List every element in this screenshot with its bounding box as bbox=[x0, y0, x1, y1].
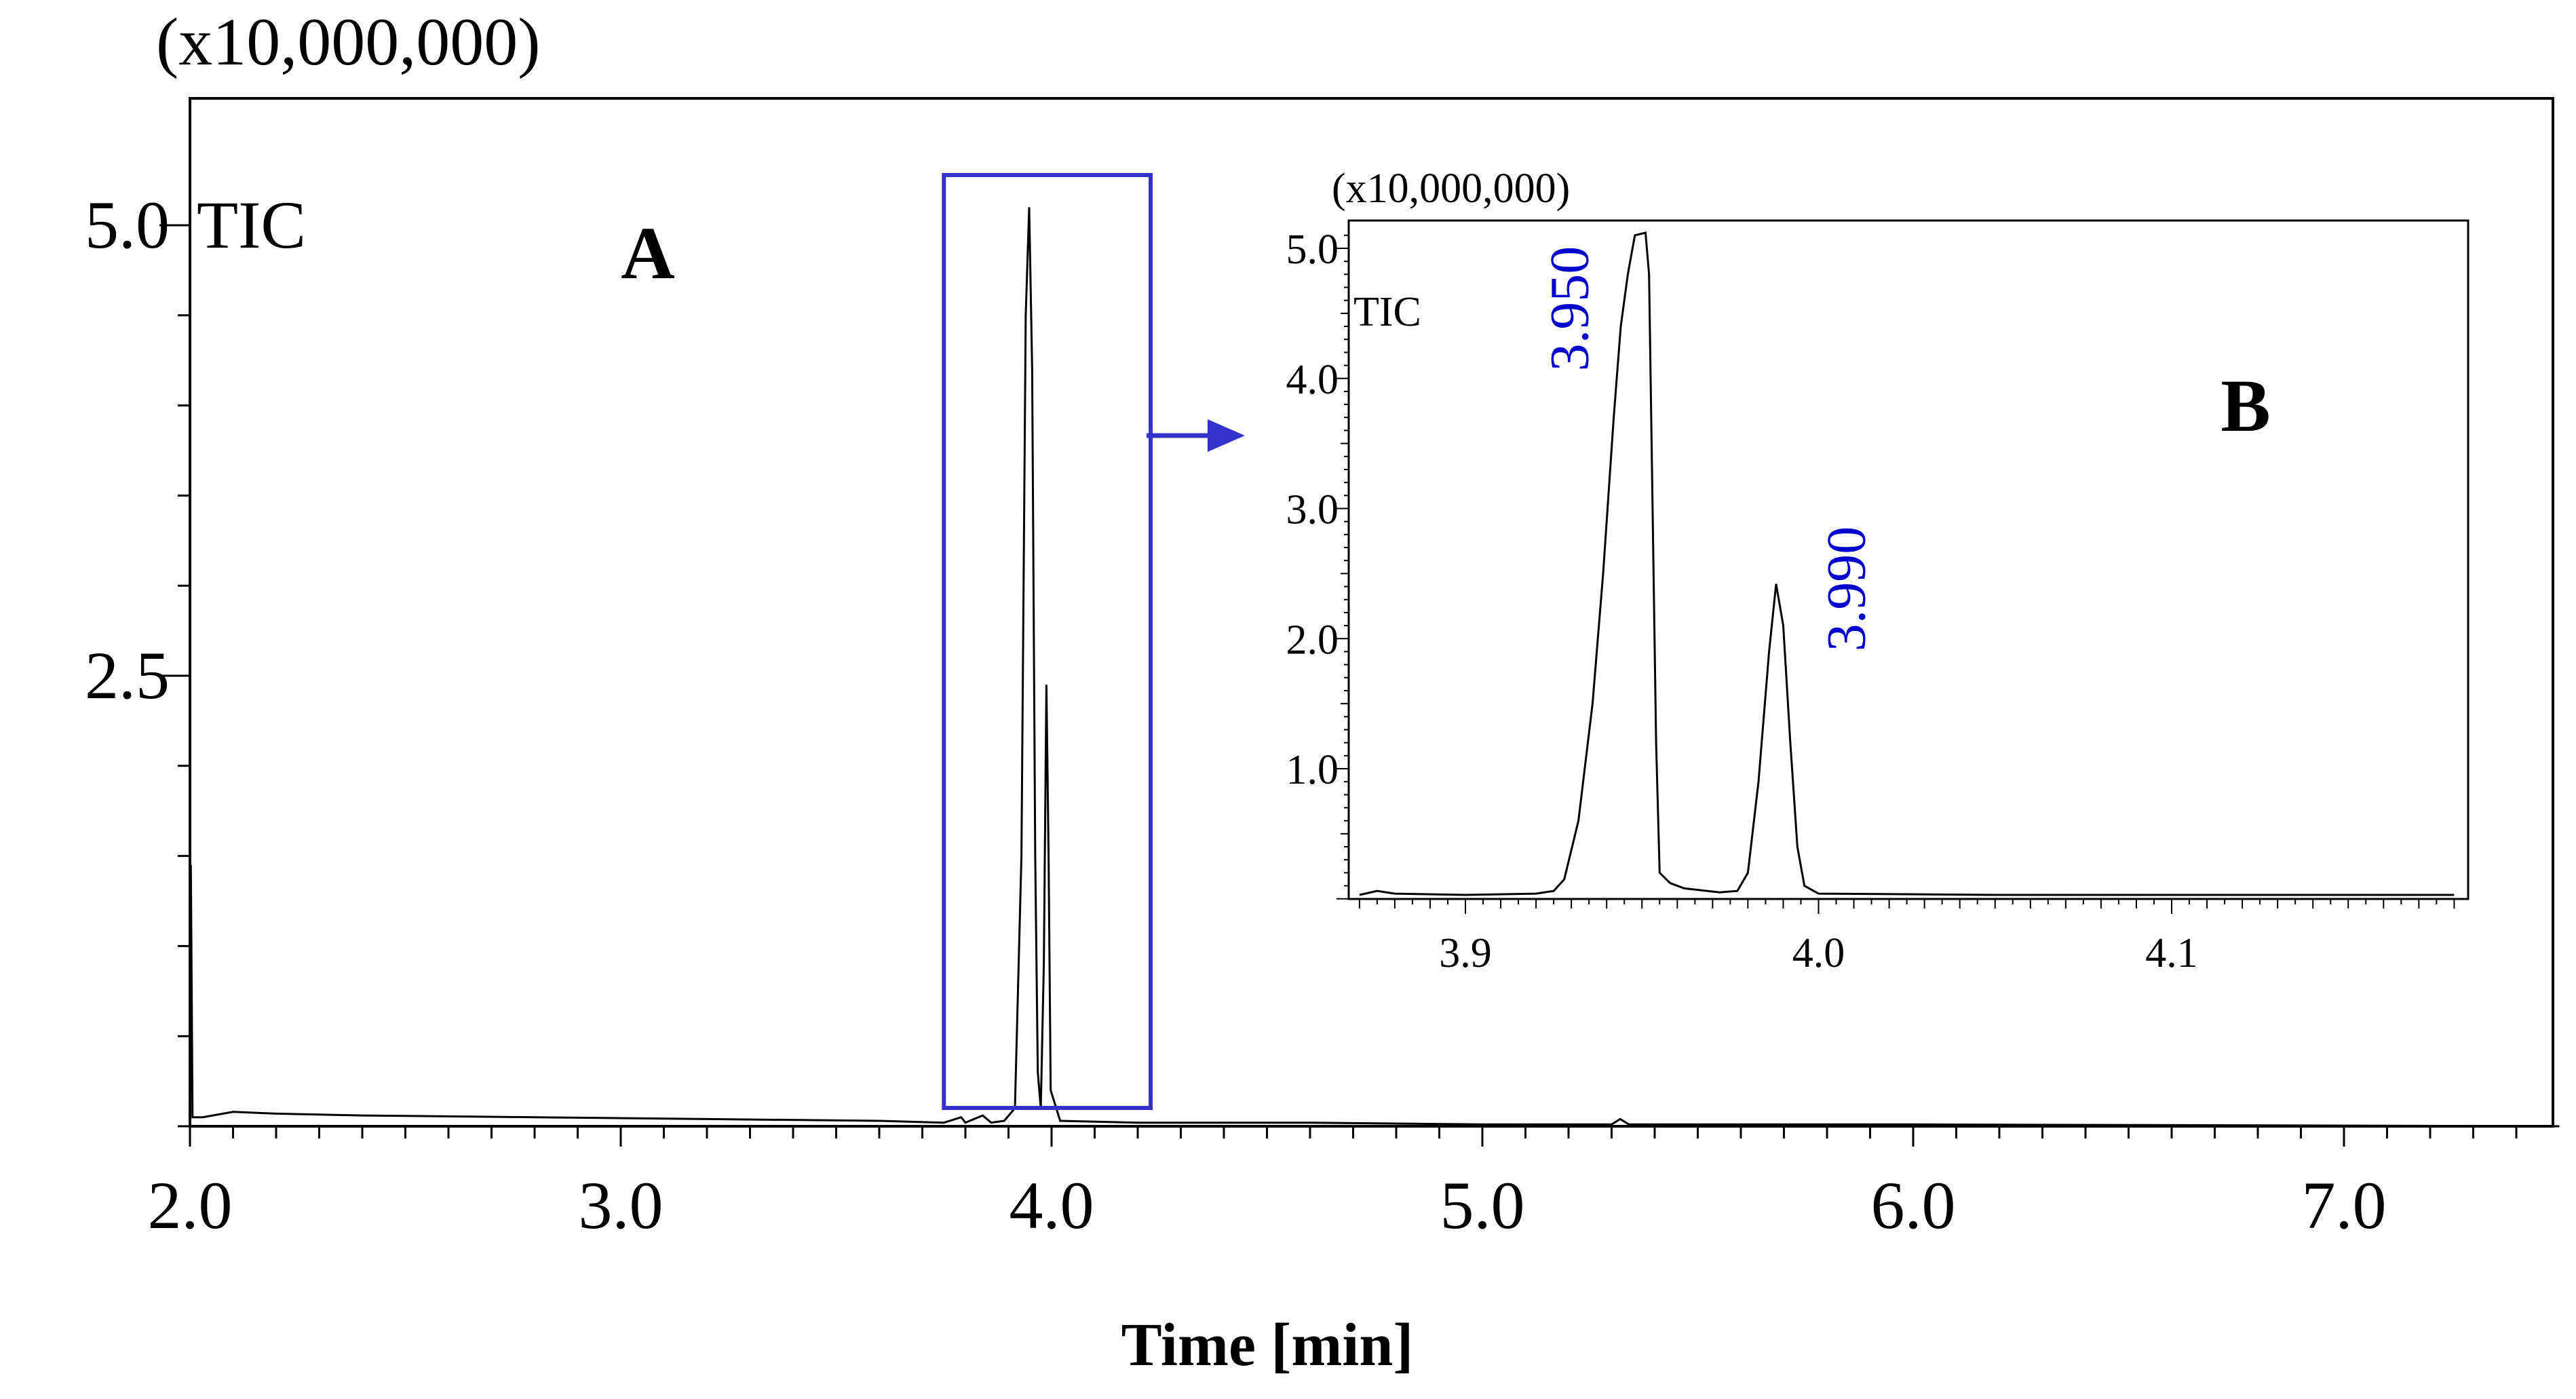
panel-b-y-tick-label: 2.0 bbox=[1286, 617, 1339, 663]
panel-b-x-axis: 3.9 4.0 4.1 bbox=[1439, 930, 2198, 976]
panel-a-x-tick-label: 7.0 bbox=[2302, 1168, 2387, 1243]
panel-a-panel-letter: A bbox=[621, 212, 674, 294]
panel-a-y-axis: 2.5 5.0 bbox=[85, 187, 190, 713]
panel-b-y-axis: 1.0 2.0 3.0 4.0 5.0 bbox=[1286, 227, 1339, 793]
panel-b-x-tick-label: 4.0 bbox=[1792, 930, 1845, 976]
panel-b-y-tick-label: 1.0 bbox=[1286, 747, 1339, 793]
panel-b-series-label: TIC bbox=[1353, 289, 1421, 335]
panel-a-y-tick-label: 5.0 bbox=[85, 187, 170, 263]
panel-b-x-tick-label: 4.1 bbox=[2145, 930, 2198, 976]
highlight-box bbox=[942, 173, 1153, 1110]
panel-a-y-tick-label: 2.5 bbox=[85, 638, 170, 713]
panel-a-series-label: TIC bbox=[197, 187, 306, 263]
panel-b-tic-trace bbox=[1359, 231, 2455, 896]
panel-b-scale-label: (x10,000,000) bbox=[1332, 166, 1570, 212]
panel-b-y-tick-label: 4.0 bbox=[1286, 357, 1339, 403]
panel-a-x-axis: 2.0 3.0 4.0 5.0 6.0 7.0 bbox=[148, 1168, 2387, 1243]
panel-b-minor-ticks bbox=[1337, 234, 2455, 914]
panel-b-peak-label: 3.950 bbox=[1538, 246, 1600, 372]
panel-a-minor-ticks bbox=[178, 224, 2518, 1147]
panel-b-x-tick-label: 3.9 bbox=[1439, 930, 1492, 976]
panel-a-x-tick-label: 3.0 bbox=[579, 1168, 664, 1243]
panel-a-x-tick-label: 6.0 bbox=[1871, 1168, 1956, 1243]
zoom-arrow bbox=[1147, 419, 1245, 452]
panel-a-tic-trace bbox=[189, 207, 2560, 1128]
panel-b-y-tick-label: 5.0 bbox=[1286, 227, 1339, 273]
panel-b-peak-label: 3.990 bbox=[1815, 526, 1877, 652]
panel-b-peak-labels: 3.950 3.990 bbox=[1538, 246, 1877, 652]
panel-a-plot-frame bbox=[189, 97, 2554, 1128]
panel-b: (x10,000,000) 3.9 4.0 4.1 1.02.03.04.05.0 … bbox=[1286, 166, 2469, 976]
panel-a-x-tick-label: 4.0 bbox=[1010, 1168, 1094, 1243]
panel-b-plot-frame bbox=[1347, 219, 2469, 900]
panel-a-x-tick-label: 2.0 bbox=[148, 1168, 233, 1243]
panel-a-scale-label: (x10,000,000) bbox=[156, 4, 541, 79]
panel-a-x-axis-title: Time [min] bbox=[1121, 1311, 1414, 1379]
panel-a: (x10,000,000) 2.0 3.0 4.0 5.0 6.0 7.0 2.55.0 … bbox=[85, 4, 2560, 1379]
panel-b-panel-letter: B bbox=[2221, 364, 2270, 447]
panel-a-x-tick-label: 5.0 bbox=[1440, 1168, 1525, 1243]
panel-b-y-tick-label: 3.0 bbox=[1286, 487, 1339, 533]
